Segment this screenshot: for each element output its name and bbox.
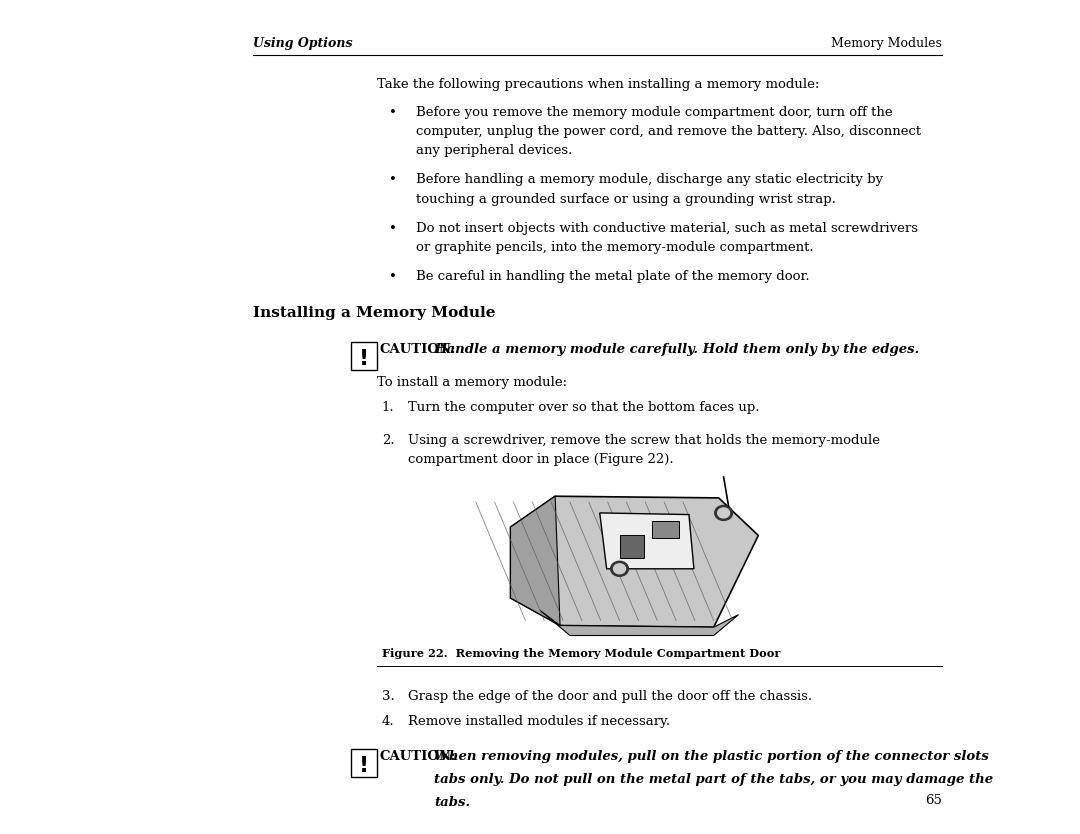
Circle shape <box>613 564 625 574</box>
Text: CAUTION:: CAUTION: <box>380 343 456 356</box>
Text: Grasp the edge of the door and pull the door off the chassis.: Grasp the edge of the door and pull the … <box>408 690 812 703</box>
Text: !: ! <box>359 349 369 369</box>
Text: •: • <box>389 106 396 119</box>
Text: any peripheral devices.: any peripheral devices. <box>416 144 572 158</box>
Polygon shape <box>599 513 693 569</box>
Text: Before you remove the memory module compartment door, turn off the: Before you remove the memory module comp… <box>416 106 893 119</box>
Text: compartment door in place (Figure 22).: compartment door in place (Figure 22). <box>408 453 674 466</box>
Text: 65: 65 <box>924 794 942 807</box>
Text: Handle a memory module carefully. Hold them only by the edges.: Handle a memory module carefully. Hold t… <box>434 343 919 356</box>
Text: Turn the computer over so that the bottom faces up.: Turn the computer over so that the botto… <box>408 401 760 414</box>
Text: 4.: 4. <box>381 715 394 728</box>
Circle shape <box>610 561 629 576</box>
Text: Be careful in handling the metal plate of the memory door.: Be careful in handling the metal plate o… <box>416 270 810 284</box>
Text: To install a memory module:: To install a memory module: <box>377 376 567 389</box>
Text: •: • <box>389 222 396 235</box>
Polygon shape <box>511 496 561 626</box>
Text: !: ! <box>359 756 369 776</box>
Text: •: • <box>389 173 396 187</box>
Text: Using a screwdriver, remove the screw that holds the memory-module: Using a screwdriver, remove the screw th… <box>408 434 880 447</box>
Text: 3.: 3. <box>381 690 394 703</box>
Text: Using Options: Using Options <box>253 37 352 50</box>
Text: Figure 22.  Removing the Memory Module Compartment Door: Figure 22. Removing the Memory Module Co… <box>381 648 780 659</box>
Polygon shape <box>620 535 645 558</box>
Text: Take the following precautions when installing a memory module:: Take the following precautions when inst… <box>377 78 819 92</box>
Text: touching a grounded surface or using a grounding wrist strap.: touching a grounded surface or using a g… <box>416 193 836 206</box>
Circle shape <box>718 508 730 518</box>
Text: Memory Modules: Memory Modules <box>831 37 942 50</box>
Text: tabs.: tabs. <box>434 796 470 810</box>
Text: 2.: 2. <box>381 434 394 447</box>
Text: CAUTION:: CAUTION: <box>380 750 456 763</box>
Text: computer, unplug the power cord, and remove the battery. Also, disconnect: computer, unplug the power cord, and rem… <box>416 125 921 138</box>
Polygon shape <box>540 610 739 636</box>
Text: When removing modules, pull on the plastic portion of the connector slots: When removing modules, pull on the plast… <box>434 750 989 763</box>
Text: Before handling a memory module, discharge any static electricity by: Before handling a memory module, dischar… <box>416 173 883 187</box>
Text: Remove installed modules if necessary.: Remove installed modules if necessary. <box>408 715 671 728</box>
Text: or graphite pencils, into the memory-module compartment.: or graphite pencils, into the memory-mod… <box>416 241 814 254</box>
Text: Installing a Memory Module: Installing a Memory Module <box>253 306 496 320</box>
Text: tabs only. Do not pull on the metal part of the tabs, or you may damage the: tabs only. Do not pull on the metal part… <box>434 773 994 786</box>
Text: 1.: 1. <box>381 401 394 414</box>
Polygon shape <box>652 521 679 538</box>
Text: Do not insert objects with conductive material, such as metal screwdrivers: Do not insert objects with conductive ma… <box>416 222 918 235</box>
FancyBboxPatch shape <box>351 342 377 370</box>
FancyBboxPatch shape <box>351 749 377 777</box>
Text: •: • <box>389 270 396 284</box>
Circle shape <box>715 505 732 520</box>
Polygon shape <box>511 496 758 627</box>
